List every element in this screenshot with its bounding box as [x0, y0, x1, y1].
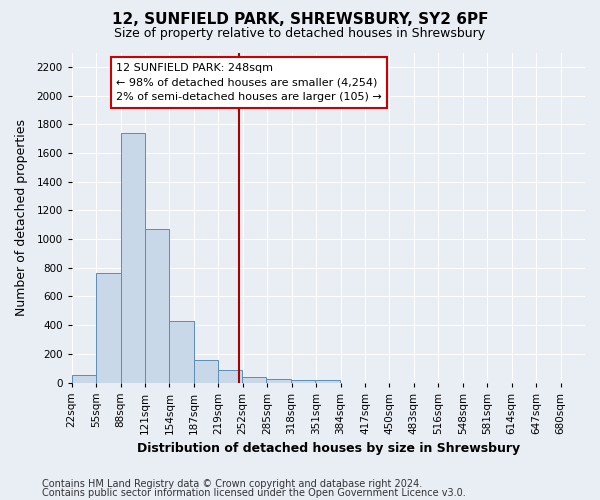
X-axis label: Distribution of detached houses by size in Shrewsbury: Distribution of detached houses by size …	[137, 442, 520, 455]
Bar	[266, 379, 291, 382]
Text: Contains HM Land Registry data © Crown copyright and database right 2024.: Contains HM Land Registry data © Crown c…	[42, 479, 422, 489]
Bar	[194, 360, 218, 382]
Bar	[71, 374, 96, 382]
Bar	[316, 380, 340, 382]
Bar	[291, 380, 316, 382]
Bar	[218, 370, 242, 382]
Text: Contains public sector information licensed under the Open Government Licence v3: Contains public sector information licen…	[42, 488, 466, 498]
Bar	[145, 229, 169, 382]
Bar	[96, 274, 121, 382]
Y-axis label: Number of detached properties: Number of detached properties	[15, 119, 28, 316]
Text: Size of property relative to detached houses in Shrewsbury: Size of property relative to detached ho…	[115, 28, 485, 40]
Bar	[121, 133, 145, 382]
Bar	[242, 377, 266, 382]
Text: 12, SUNFIELD PARK, SHREWSBURY, SY2 6PF: 12, SUNFIELD PARK, SHREWSBURY, SY2 6PF	[112, 12, 488, 28]
Text: 12 SUNFIELD PARK: 248sqm
← 98% of detached houses are smaller (4,254)
2% of semi: 12 SUNFIELD PARK: 248sqm ← 98% of detach…	[116, 62, 382, 102]
Bar	[169, 321, 194, 382]
